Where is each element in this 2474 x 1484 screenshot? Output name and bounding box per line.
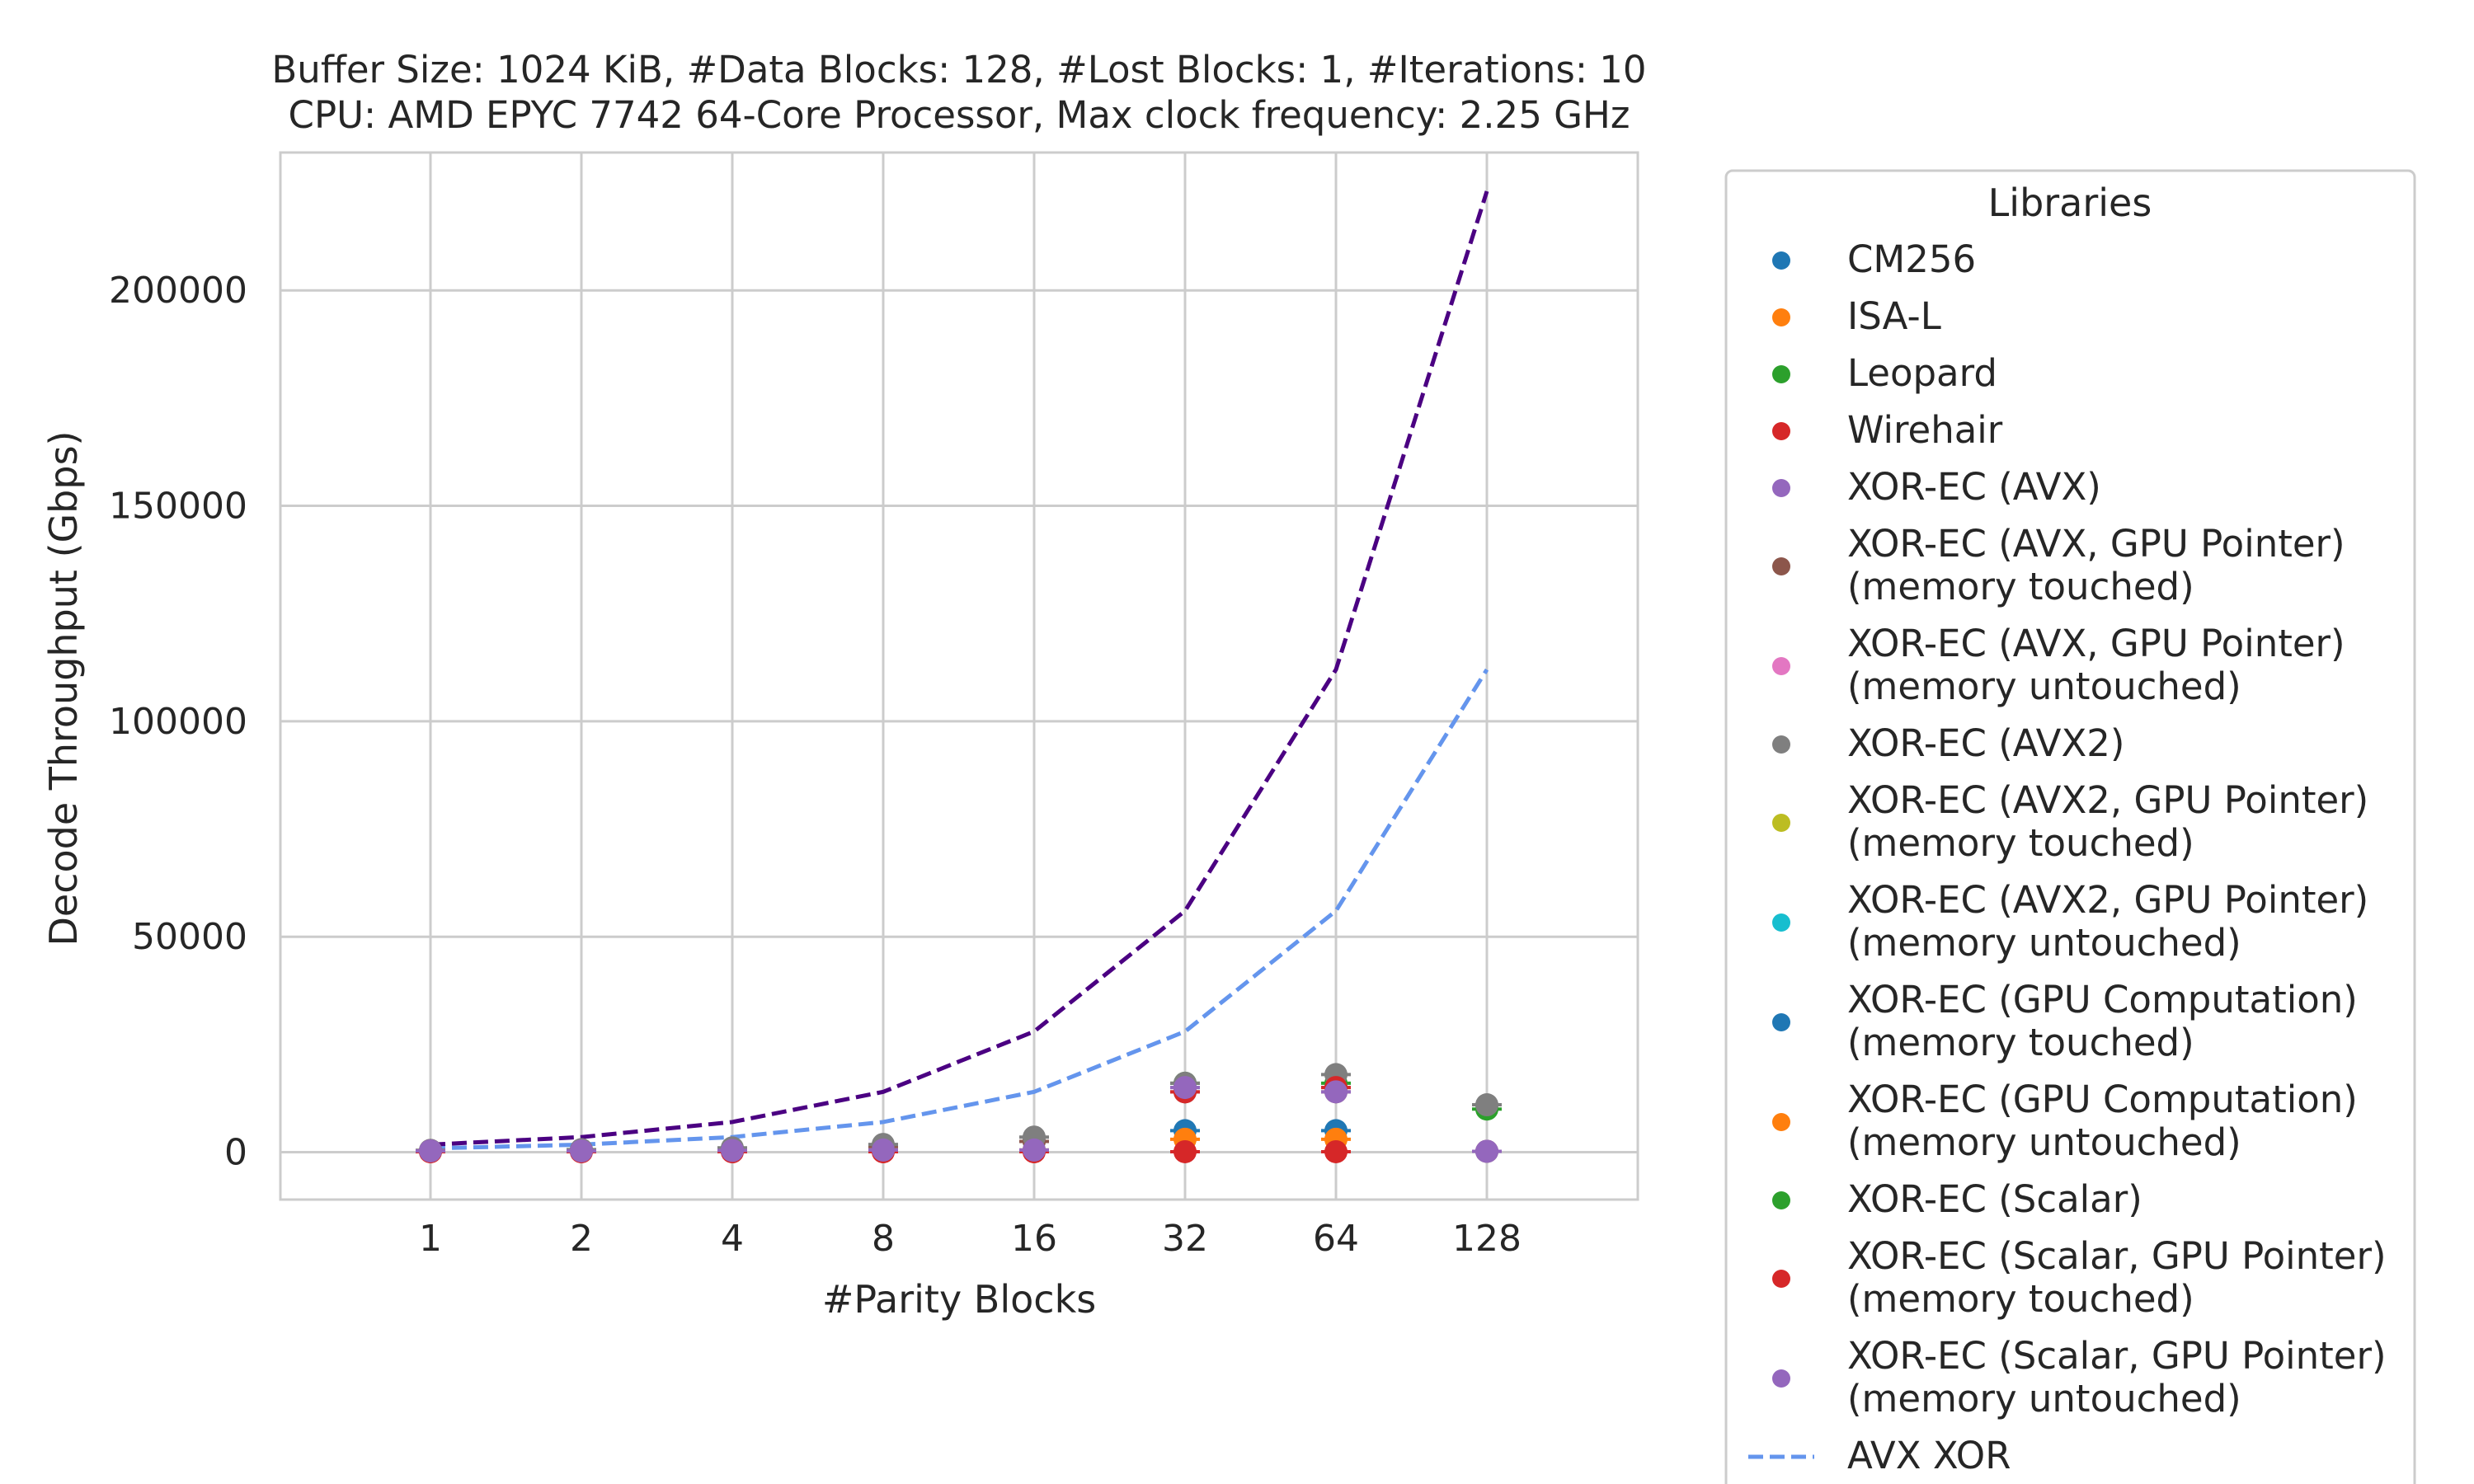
legend-label: XOR-EC (Scalar) [1847, 1177, 2142, 1221]
legend-label: XOR-EC (Scalar, GPU Pointer) [1847, 1234, 2387, 1278]
legend-entries: CM256 ISA-L Leopard Wirehair XOR-EC (AVX) XOR… [1748, 237, 2387, 1477]
series-points [416, 1063, 1502, 1163]
legend-label: (memory touched) [1847, 821, 2194, 865]
legend-label: XOR-EC (Scalar, GPU Pointer) [1847, 1334, 2387, 1378]
x-tick-label: 64 [1313, 1218, 1359, 1260]
y-tick-label: 50000 [132, 916, 247, 958]
y-tick-label: 200000 [109, 270, 247, 312]
legend-swatch [1772, 814, 1790, 832]
x-tick-label: 32 [1162, 1218, 1208, 1260]
data-point [1324, 1080, 1348, 1104]
legend-label: (memory touched) [1847, 1277, 2194, 1321]
legend-label: (memory untouched) [1847, 1120, 2241, 1164]
legend-swatch [1772, 308, 1790, 326]
y-axis-label: Decode Throughput (Gbps) [41, 431, 86, 946]
chart-title: Buffer Size: 1024 KiB, #Data Blocks: 128… [271, 48, 1646, 92]
x-axis-label: #Parity Blocks [822, 1277, 1096, 1322]
data-point [872, 1138, 895, 1162]
legend-label: (memory untouched) [1847, 921, 2241, 965]
x-tick-label: 4 [721, 1218, 744, 1260]
data-point [419, 1139, 442, 1162]
y-tick-label: 150000 [109, 486, 247, 528]
legend-swatch [1772, 479, 1790, 497]
legend-swatch [1772, 1013, 1790, 1031]
legend-label: XOR-EC (AVX, GPU Pointer) [1847, 622, 2345, 665]
legend-swatch [1772, 1113, 1790, 1131]
legend-swatch [1772, 1369, 1790, 1388]
data-point [1475, 1093, 1498, 1117]
legend-label: Wirehair [1847, 408, 2003, 452]
legend-swatch [1772, 251, 1790, 270]
x-tick-label: 8 [872, 1218, 895, 1260]
x-tick-label: 16 [1011, 1218, 1057, 1260]
legend-swatch [1772, 735, 1790, 754]
legend-swatch [1772, 365, 1790, 383]
legend-label: XOR-EC (AVX, GPU Pointer) [1847, 522, 2345, 566]
x-tick-labels: 1 2 4 8 16 32 64 128 [419, 1218, 1522, 1260]
legend-label: XOR-EC (AVX2, GPU Pointer) [1847, 778, 2368, 822]
legend-label: AVX XOR [1847, 1434, 2011, 1477]
series-lines [430, 190, 1489, 1151]
data-point [721, 1139, 744, 1162]
legend-swatch [1772, 1270, 1790, 1288]
legend-box [1724, 169, 2416, 1484]
data-point [570, 1139, 593, 1162]
legend-label: XOR-EC (AVX2) [1847, 721, 2124, 765]
legend-label: Leopard [1847, 351, 1997, 395]
data-point [1023, 1138, 1046, 1162]
grid-lines [280, 153, 1638, 1200]
series-line [430, 190, 1489, 1147]
legend-swatch [1772, 1191, 1790, 1209]
x-tick-label: 2 [570, 1218, 593, 1260]
data-point [1174, 1139, 1197, 1163]
legend-label: (memory untouched) [1847, 665, 2241, 708]
legend-label: (memory touched) [1847, 1021, 2194, 1064]
legend-label: CM256 [1847, 237, 1976, 281]
data-point [1475, 1139, 1498, 1163]
legend-label: XOR-EC (GPU Computation) [1847, 978, 2358, 1021]
chart-subtitle: CPU: AMD EPYC 7742 64-Core Processor, Ma… [289, 93, 1630, 137]
x-tick-label: 1 [419, 1218, 442, 1260]
legend-label: (memory untouched) [1847, 1377, 2241, 1421]
series-line [430, 668, 1489, 1151]
legend-label: (memory touched) [1847, 565, 2194, 608]
plot-area [279, 151, 1639, 1201]
y-tick-labels: 0 50000 100000 150000 200000 [109, 270, 247, 1173]
legend-label: XOR-EC (AVX2, GPU Pointer) [1847, 878, 2368, 922]
legend-swatch [1772, 557, 1790, 575]
legend-label: ISA-L [1847, 294, 1941, 338]
legend-label: XOR-EC (GPU Computation) [1847, 1078, 2358, 1121]
y-tick-label: 0 [224, 1132, 247, 1174]
legend-swatch [1772, 657, 1790, 675]
legend-swatch [1772, 422, 1790, 440]
legend-swatch [1772, 913, 1790, 932]
legend-label: XOR-EC (AVX) [1847, 465, 2101, 509]
legend-title: Libraries [1988, 181, 2152, 225]
y-tick-label: 100000 [109, 701, 247, 743]
data-point [1324, 1139, 1348, 1163]
data-point [1174, 1076, 1197, 1100]
x-tick-label: 128 [1452, 1218, 1522, 1260]
